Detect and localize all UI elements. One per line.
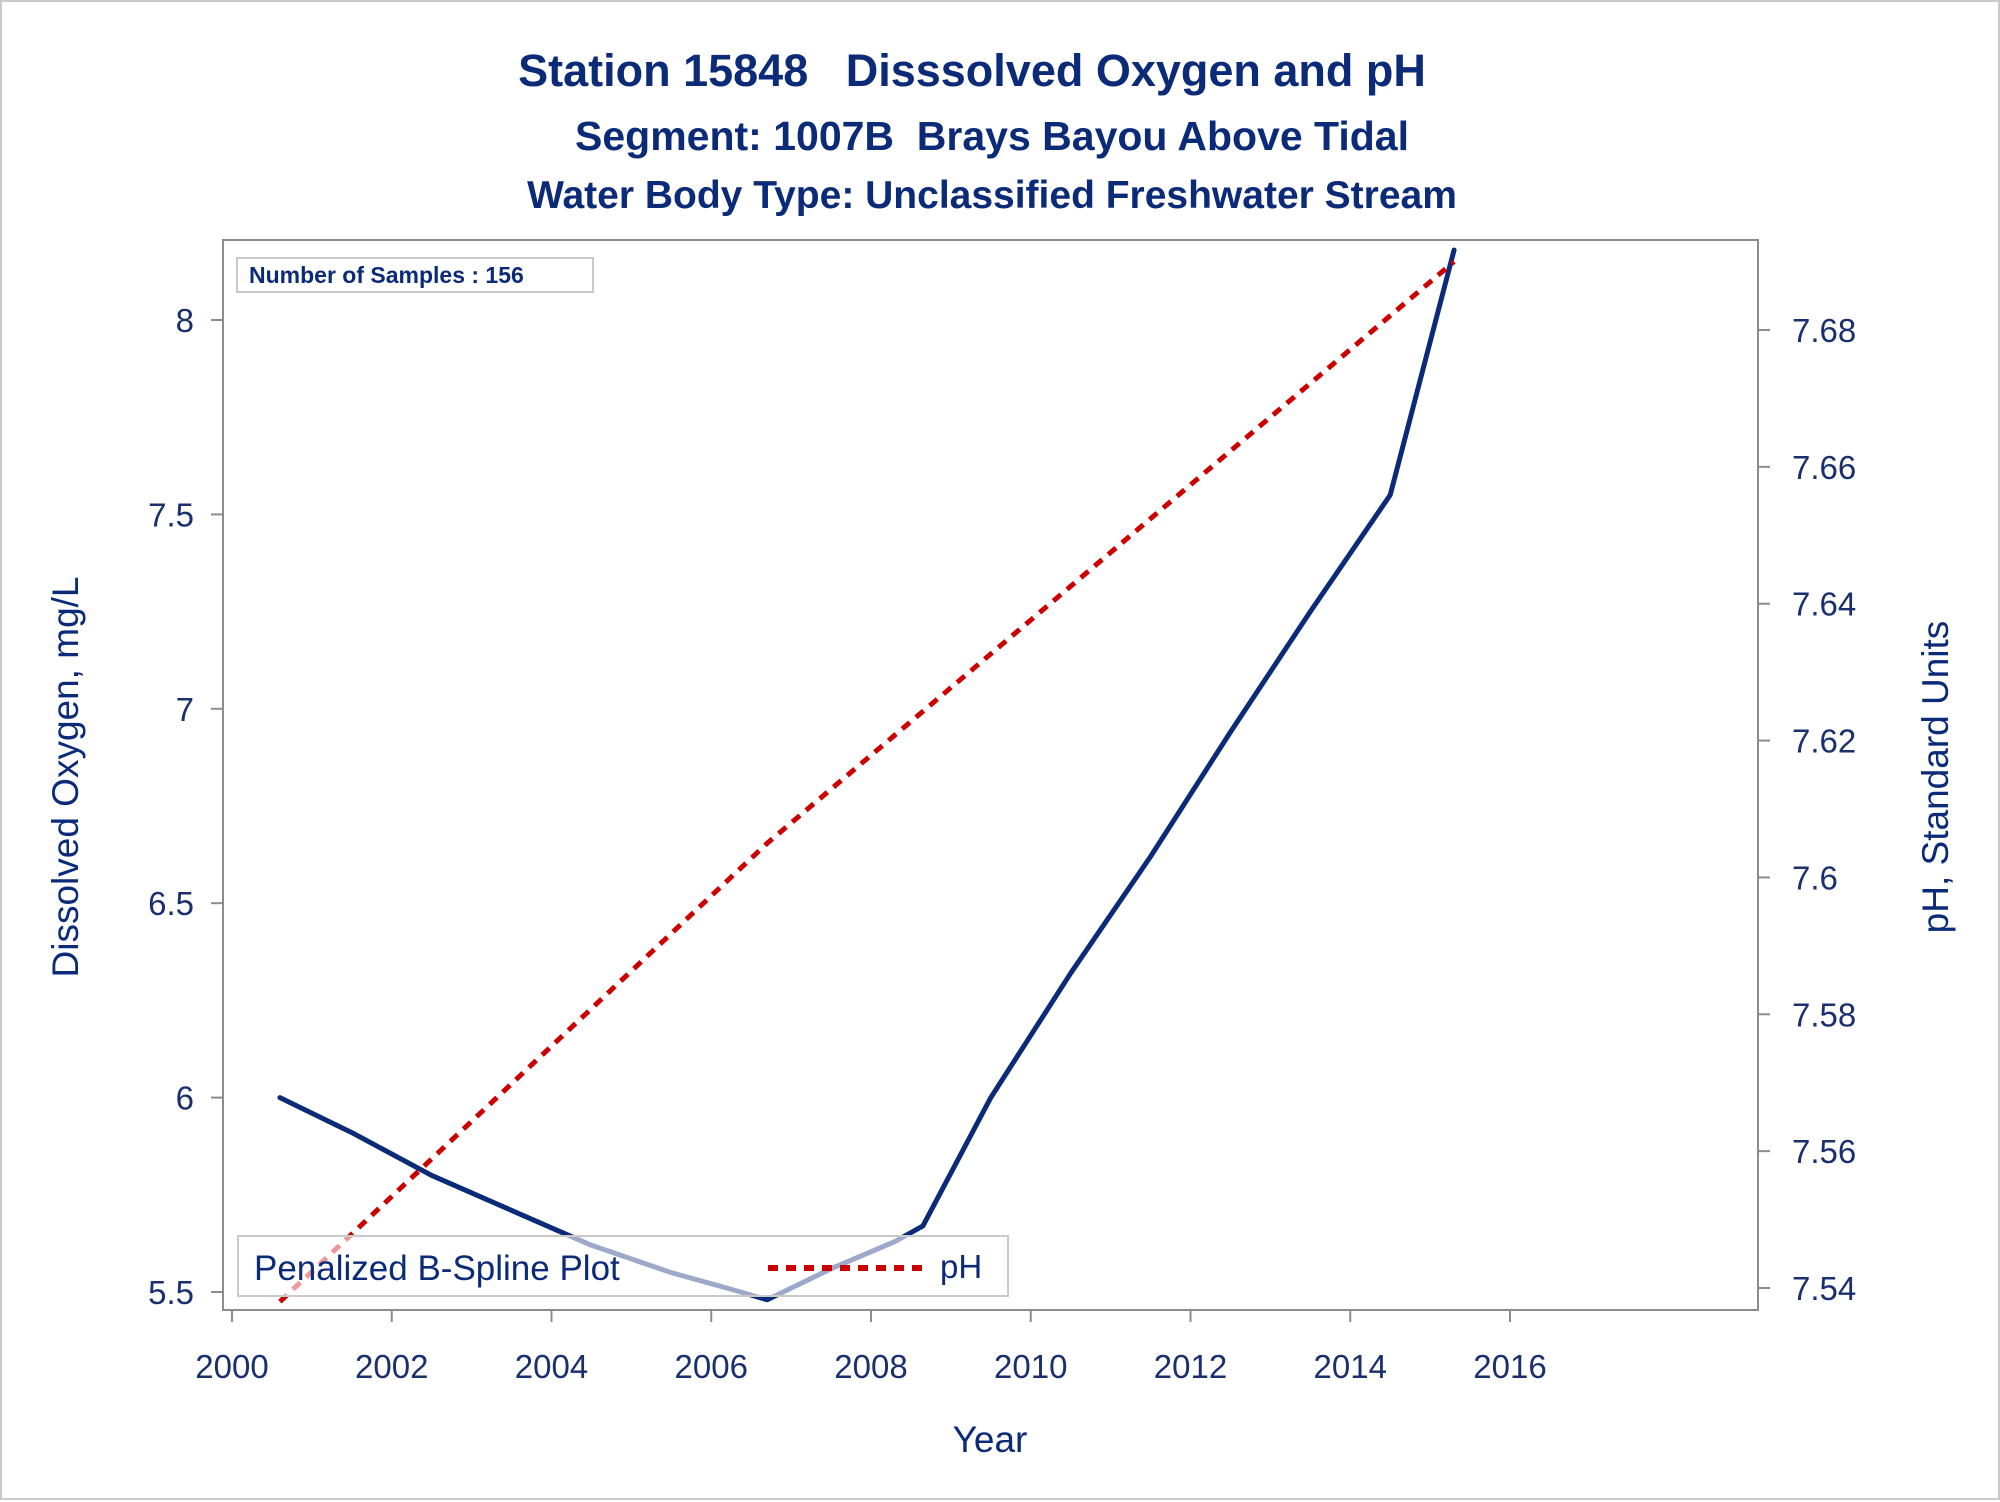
chart-subtitle-segment: Segment: 1007B Brays Bayou Above Tidal (575, 113, 1409, 159)
legend-ph-label: pH (940, 1248, 982, 1285)
x-axis-label: Year (953, 1419, 1028, 1460)
y-left-tick-label: 6 (176, 1080, 194, 1117)
x-tick-label: 2010 (994, 1348, 1067, 1385)
x-tick-label: 2016 (1473, 1348, 1546, 1385)
y-right-tick-label: 7.58 (1792, 996, 1856, 1033)
x-tick-label: 2004 (515, 1348, 588, 1385)
y-left-tick-label: 7.5 (148, 496, 194, 533)
sample-count-box (236, 257, 594, 293)
y-right-tick-label: 7.62 (1792, 723, 1856, 760)
x-tick-label: 2014 (1314, 1348, 1387, 1385)
y-right-tick-label: 7.66 (1792, 449, 1856, 486)
x-tick-label: 2008 (834, 1348, 907, 1385)
y-left-tick-label: 8 (176, 302, 194, 339)
y-right-tick-label: 7.56 (1792, 1133, 1856, 1170)
x-tick-label: 2006 (675, 1348, 748, 1385)
sample-count-label: Number of Samples : 156 (249, 262, 524, 288)
y-right-tick-label: 7.54 (1792, 1270, 1856, 1307)
ph-series-line (278, 259, 1456, 1304)
y-left-tick-label: 6.5 (148, 885, 194, 922)
chart-subtitle-waterbody: Water Body Type: Unclassified Freshwater… (527, 174, 1457, 217)
series-layer (277, 247, 1457, 1304)
y-left-tick-label: 5.5 (148, 1274, 194, 1311)
x-tick-label: 2012 (1154, 1348, 1227, 1385)
y-axis-left-label: Dissolved Oxygen, mg/L (45, 576, 86, 977)
legend-title: Penalized B-Spline Plot (254, 1249, 620, 1288)
y-right-tick-label: 7.64 (1792, 586, 1856, 623)
y-right-tick-label: 7.6 (1792, 859, 1838, 896)
y-axis-left: 5.5 6 6.5 7 7.5 8 (148, 302, 223, 1311)
y-right-tick-label: 7.68 (1792, 312, 1856, 349)
x-tick-label: 2002 (355, 1348, 428, 1385)
plot-area-border (222, 239, 1759, 1311)
y-axis-right: 7.54 7.56 7.58 7.6 7.62 7.64 7.66 7.68 (1758, 312, 1856, 1307)
chart-title: Station 15848 Disssolved Oxygen and pH (518, 45, 1426, 96)
x-axis: 2000 2002 2004 2006 2008 2010 2012 2014 2016 (195, 1310, 1547, 1385)
x-tick-label: 2000 (195, 1348, 268, 1385)
y-left-tick-label: 7 (176, 691, 194, 728)
y-axis-right-label: pH, Standard Units (1915, 621, 1956, 934)
